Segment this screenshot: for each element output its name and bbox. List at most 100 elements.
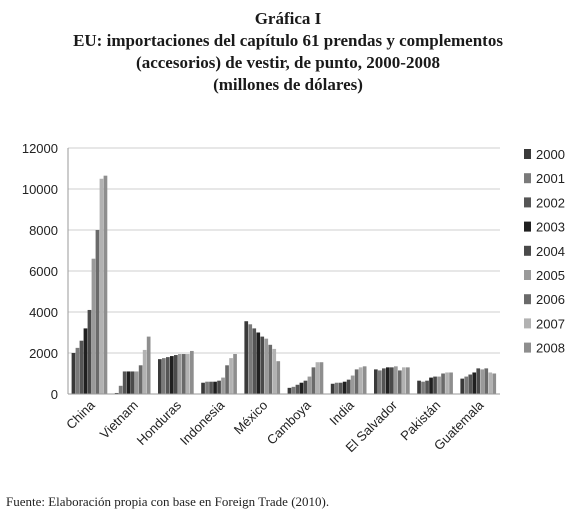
bar-2007-4 (272, 348, 277, 394)
bar-2007-9 (488, 372, 493, 394)
chart-subtitle-line-2: (accesorios) de vestir, de punto, 2000-2… (136, 53, 440, 72)
bar-2004-2 (174, 355, 178, 394)
bar-2005-8 (437, 376, 441, 394)
chart-title-block: Gráfica I EU: importaciones del capítulo… (0, 8, 576, 96)
bar-2001-4 (248, 324, 253, 394)
bar-2004-8 (433, 376, 437, 394)
bars (71, 175, 497, 394)
bar-2008-2 (190, 350, 194, 394)
legend-swatch-2007 (524, 318, 531, 329)
legend-label-2005: 2005 (536, 268, 565, 283)
bar-2003-0 (83, 328, 88, 394)
bar-2002-8 (425, 380, 429, 394)
y-tick-label: 6000 (29, 264, 58, 279)
bar-2005-9 (480, 369, 485, 394)
bar-2001-5 (291, 386, 296, 394)
bar-2000-3 (201, 382, 205, 394)
bar-2004-9 (476, 368, 481, 394)
bar-2006-9 (484, 368, 489, 394)
bar-2008-9 (492, 373, 497, 394)
axes (67, 148, 500, 395)
bar-2006-1 (138, 365, 143, 394)
legend-label-2001: 2001 (536, 171, 565, 186)
bar-2003-4 (256, 332, 261, 394)
legend-swatch-2002 (524, 197, 531, 208)
bar-2002-5 (295, 384, 300, 394)
bar-2000-2 (158, 359, 162, 394)
bar-2005-6 (350, 375, 355, 394)
bar-2005-4 (264, 338, 269, 394)
bar-2004-1 (130, 371, 135, 394)
bar-2007-5 (315, 362, 320, 394)
bar-2008-1 (146, 336, 151, 394)
legend-label-2006: 2006 (536, 292, 565, 307)
bar-2006-5 (311, 367, 316, 394)
bar-2002-7 (382, 368, 386, 394)
bar-2001-1 (118, 385, 123, 394)
legend-label-2004: 2004 (536, 244, 565, 259)
chart-subtitle-line-3: (millones de dólares) (213, 75, 363, 94)
bar-2002-2 (166, 357, 170, 394)
bar-2005-7 (394, 366, 398, 394)
bar-2006-0 (95, 230, 100, 394)
x-category-label: China (63, 397, 98, 432)
bar-2008-4 (276, 361, 281, 394)
bar-2001-3 (205, 381, 209, 394)
bar-2007-1 (142, 349, 147, 394)
legend-swatch-2005 (524, 270, 531, 280)
bar-2008-6 (362, 366, 367, 394)
bar-2002-0 (79, 340, 84, 394)
y-axis-ticks: 0 2000 4000 6000 8000 10000 12000 (22, 141, 58, 402)
x-category-label: Camboya (264, 397, 314, 447)
bar-2003-8 (429, 377, 433, 394)
x-category-label: México (231, 398, 271, 438)
bar-2004-5 (303, 380, 308, 394)
bar-2008-7 (406, 367, 410, 394)
x-category-label: Vietnam (97, 398, 141, 442)
bar-2004-7 (390, 367, 394, 394)
bar-2001-6 (334, 382, 339, 394)
legend-label-2008: 2008 (536, 341, 565, 356)
bar-2004-6 (346, 379, 351, 394)
bar-2000-9 (460, 378, 465, 394)
bar-2001-8 (421, 381, 425, 394)
bar-2008-5 (319, 362, 324, 394)
bar-2006-2 (182, 354, 186, 394)
bar-2000-7 (374, 369, 378, 394)
bar-2004-0 (87, 309, 92, 394)
legend-swatch-2003 (524, 221, 531, 232)
bar-2007-6 (358, 367, 363, 394)
legend-swatch-2006 (524, 294, 531, 305)
bar-2004-3 (217, 380, 221, 394)
bar-2001-2 (162, 358, 166, 394)
bar-2006-7 (398, 370, 402, 394)
legend-swatch-2004 (524, 245, 531, 256)
bar-2006-6 (354, 369, 359, 394)
bar-2002-4 (252, 328, 257, 394)
bar-2005-2 (178, 354, 182, 394)
legend-label-2002: 2002 (536, 195, 565, 210)
bar-2005-1 (134, 371, 139, 394)
bar-2003-7 (386, 367, 390, 394)
bar-2007-2 (186, 354, 190, 394)
bar-2003-3 (213, 381, 217, 394)
chart-subtitle-line-1: EU: importaciones del capítulo 61 prenda… (73, 31, 503, 50)
bar-2008-3 (233, 354, 237, 394)
source-note: Fuente: Elaboración propia con base en F… (6, 494, 330, 509)
legend-swatch-2001 (524, 173, 531, 184)
bar-2006-4 (268, 344, 273, 394)
bar-2007-3 (229, 358, 233, 394)
legend-label-2003: 2003 (536, 220, 565, 235)
bar-2003-2 (170, 356, 174, 394)
bar-2000-6 (330, 383, 335, 394)
bar-2000-4 (244, 321, 249, 394)
bar-2008-8 (449, 372, 453, 394)
bar-2005-0 (91, 258, 96, 394)
bar-2000-5 (287, 387, 292, 394)
y-tick-label: 4000 (29, 305, 58, 320)
bar-2005-5 (307, 376, 312, 394)
bar-2000-1 (114, 392, 119, 394)
bar-2007-7 (402, 367, 406, 394)
y-tick-label: 10000 (22, 182, 58, 197)
